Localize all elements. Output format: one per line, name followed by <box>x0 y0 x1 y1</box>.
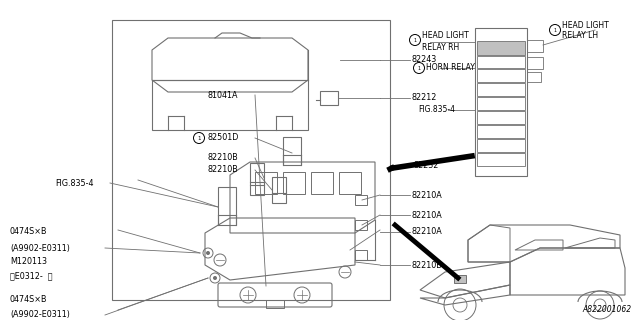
Text: 82243: 82243 <box>412 55 437 65</box>
Text: 82210A: 82210A <box>412 211 443 220</box>
Bar <box>477 69 525 82</box>
Text: FIG.835-4: FIG.835-4 <box>418 106 455 115</box>
Text: 82210A: 82210A <box>412 228 443 236</box>
Text: RELAY LH: RELAY LH <box>562 31 598 41</box>
Bar <box>527 72 541 82</box>
Bar <box>477 83 525 96</box>
Bar <box>320 91 338 105</box>
Bar <box>283 137 301 165</box>
Bar <box>477 139 525 152</box>
Text: 1: 1 <box>417 66 420 70</box>
Bar <box>218 187 236 225</box>
Bar <box>355 220 367 230</box>
Bar <box>477 111 525 124</box>
Bar <box>272 177 286 203</box>
Bar <box>266 300 284 308</box>
Text: 1: 1 <box>554 28 557 33</box>
Bar <box>339 172 361 194</box>
Text: 0474S×B: 0474S×B <box>10 295 47 305</box>
Text: 82501D: 82501D <box>207 133 238 142</box>
Text: 〈E0312-  〉: 〈E0312- 〉 <box>10 271 52 281</box>
Bar <box>475 28 527 176</box>
Text: RELAY RH: RELAY RH <box>422 43 460 52</box>
Text: HORN RELAY: HORN RELAY <box>426 63 475 73</box>
Bar <box>311 172 333 194</box>
Bar <box>477 97 525 110</box>
Bar <box>477 56 525 68</box>
Bar <box>527 57 543 69</box>
Text: FIG.835-4: FIG.835-4 <box>55 179 93 188</box>
Bar <box>454 275 466 283</box>
Text: 0474S×B: 0474S×B <box>10 228 47 236</box>
Text: 82210B: 82210B <box>207 154 237 163</box>
Text: 82210B: 82210B <box>207 165 237 174</box>
Text: 82232: 82232 <box>413 161 438 170</box>
Text: 82210A: 82210A <box>412 190 443 199</box>
Text: HEAD LIGHT: HEAD LIGHT <box>422 31 468 41</box>
Circle shape <box>213 276 217 280</box>
Bar <box>477 125 525 138</box>
Text: M120113: M120113 <box>10 258 47 267</box>
Bar <box>112 20 390 300</box>
Bar <box>250 163 264 195</box>
Circle shape <box>206 251 210 255</box>
Text: 82210B: 82210B <box>412 260 443 269</box>
Text: A822001062: A822001062 <box>583 306 632 315</box>
Bar <box>355 195 367 205</box>
Bar <box>255 172 277 194</box>
Text: HEAD LIGHT: HEAD LIGHT <box>562 20 609 29</box>
Bar <box>152 80 308 130</box>
Text: 81041A: 81041A <box>207 91 237 100</box>
Text: 1: 1 <box>197 135 201 140</box>
Bar <box>527 40 543 52</box>
Text: (A9902-E0311): (A9902-E0311) <box>10 244 70 252</box>
Bar <box>355 250 367 260</box>
Bar <box>477 41 525 55</box>
Text: (A9902-E0311): (A9902-E0311) <box>10 310 70 319</box>
Text: 1: 1 <box>413 37 417 43</box>
Bar <box>283 172 305 194</box>
Text: 82212: 82212 <box>412 93 437 102</box>
Bar <box>477 153 525 166</box>
